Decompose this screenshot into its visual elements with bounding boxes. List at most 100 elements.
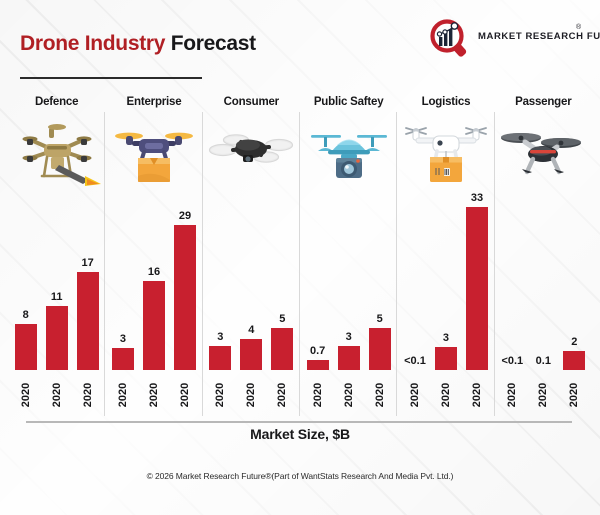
chart-baseline bbox=[26, 421, 572, 423]
bar-item: 16 bbox=[142, 160, 165, 370]
bar-item: 17 bbox=[76, 160, 99, 370]
year-label-group: 2020 2020 2020 bbox=[397, 371, 494, 421]
bar-rect bbox=[337, 346, 360, 370]
bar-rect bbox=[271, 328, 294, 370]
bar-item: <0.1 bbox=[501, 160, 523, 370]
bar-value-label: 2 bbox=[571, 336, 578, 348]
bar-item: 5 bbox=[271, 160, 294, 370]
year-text: 2020 bbox=[19, 382, 32, 408]
year-label: 2020 bbox=[271, 371, 293, 419]
year-text: 2020 bbox=[50, 382, 63, 408]
bar-item: 4 bbox=[240, 160, 263, 370]
category-column-logistics: Logistics bbox=[397, 96, 495, 426]
bar-value-label: 3 bbox=[442, 332, 450, 344]
magnifier-bar-chart-icon bbox=[428, 18, 472, 62]
consumer-quadcopter-icon bbox=[205, 114, 297, 186]
year-text: 2020 bbox=[81, 382, 94, 408]
bar-value-label: 4 bbox=[248, 324, 255, 336]
bar-item: 33 bbox=[465, 160, 488, 370]
year-label: 2020 bbox=[532, 371, 554, 419]
logo-wordmark: MARKET RESEARCH FUTURE bbox=[478, 31, 600, 42]
year-text: 2020 bbox=[439, 382, 452, 408]
year-text: 2020 bbox=[311, 382, 324, 408]
year-label: 2020 bbox=[466, 371, 488, 419]
year-label: 2020 bbox=[143, 371, 165, 419]
brand-logo: MARKET RESEARCH FUTURE ® bbox=[428, 16, 600, 62]
bar-rect bbox=[306, 360, 329, 370]
category-title: Enterprise bbox=[126, 96, 182, 108]
bar-group: 8 11 17 bbox=[8, 160, 105, 370]
bar-rect bbox=[45, 306, 68, 370]
column-separator bbox=[396, 112, 398, 416]
column-separator bbox=[298, 112, 300, 416]
passenger-drone-icon bbox=[497, 114, 589, 186]
year-text: 2020 bbox=[470, 382, 483, 408]
bar-value-label: 11 bbox=[50, 291, 63, 303]
category-title: Logistics bbox=[421, 96, 471, 108]
bar-rect bbox=[142, 281, 165, 370]
bar-item: 5 bbox=[368, 160, 391, 370]
bar-rect bbox=[434, 347, 457, 370]
year-label: 2020 bbox=[15, 371, 37, 419]
bar-rect bbox=[76, 272, 99, 370]
year-label: 2020 bbox=[404, 371, 426, 419]
year-label-group: 2020 2020 2020 bbox=[105, 371, 202, 421]
page-title: Drone Industry Forecast bbox=[20, 32, 256, 56]
bar-item: 11 bbox=[45, 160, 68, 370]
bar-value-label: 29 bbox=[178, 210, 192, 222]
year-text: 2020 bbox=[506, 382, 519, 408]
bar-chart: Defence bbox=[8, 96, 592, 426]
bar-rect bbox=[111, 348, 134, 370]
bar-item: <0.1 bbox=[404, 160, 426, 370]
bar-value-label: 5 bbox=[279, 313, 286, 325]
year-text: 2020 bbox=[537, 382, 550, 408]
column-separator bbox=[104, 112, 106, 416]
column-separator bbox=[201, 112, 203, 416]
bar-item: 0.1 bbox=[532, 160, 554, 370]
year-label: 2020 bbox=[435, 371, 457, 419]
military-drone-icon bbox=[11, 114, 103, 186]
category-title: Passenger bbox=[515, 96, 572, 108]
copyright-footer: © 2026 Market Research Future®(Part of W… bbox=[146, 471, 454, 481]
bar-group: <0.1 3 33 bbox=[397, 160, 494, 370]
year-label: 2020 bbox=[307, 371, 329, 419]
bar-rect bbox=[209, 346, 232, 370]
bar-item: 3 bbox=[337, 160, 360, 370]
year-text: 2020 bbox=[276, 382, 289, 408]
year-label: 2020 bbox=[209, 371, 231, 419]
year-label: 2020 bbox=[240, 371, 262, 419]
year-text: 2020 bbox=[178, 382, 191, 408]
year-text: 2020 bbox=[245, 382, 258, 408]
camera-drone-icon bbox=[303, 114, 395, 186]
year-text: 2020 bbox=[373, 382, 386, 408]
year-text: 2020 bbox=[342, 382, 355, 408]
year-label: 2020 bbox=[338, 371, 360, 419]
year-label-group: 2020 2020 2020 bbox=[8, 371, 105, 421]
bar-rect bbox=[368, 328, 391, 370]
bar-value-label: 16 bbox=[147, 266, 161, 278]
year-text: 2020 bbox=[116, 382, 129, 408]
year-label-group: 2020 2020 2020 bbox=[495, 371, 592, 421]
year-label: 2020 bbox=[112, 371, 134, 419]
bar-item: 29 bbox=[173, 160, 196, 370]
bar-item: 8 bbox=[14, 160, 37, 370]
title-plain-text: Forecast bbox=[170, 32, 256, 55]
bar-value-label: <0.1 bbox=[501, 355, 524, 367]
category-title: Public Saftey bbox=[313, 96, 384, 108]
title-underline bbox=[20, 77, 202, 79]
year-text: 2020 bbox=[214, 382, 227, 408]
year-text: 2020 bbox=[147, 382, 160, 408]
header: Drone Industry Forecast MARKET RESEARCH … bbox=[0, 0, 600, 92]
bar-value-label: 33 bbox=[470, 192, 484, 204]
category-title: Consumer bbox=[223, 96, 279, 108]
year-label: 2020 bbox=[77, 371, 99, 419]
year-text: 2020 bbox=[568, 382, 581, 408]
bar-value-label: 3 bbox=[345, 331, 352, 343]
bar-rect bbox=[14, 324, 37, 370]
bar-rect bbox=[563, 351, 586, 370]
year-text: 2020 bbox=[408, 382, 421, 408]
category-column-enterprise: Enterprise bbox=[105, 96, 203, 426]
bar-value-label: <0.1 bbox=[404, 355, 426, 367]
delivery-box-drone-icon bbox=[108, 114, 200, 186]
